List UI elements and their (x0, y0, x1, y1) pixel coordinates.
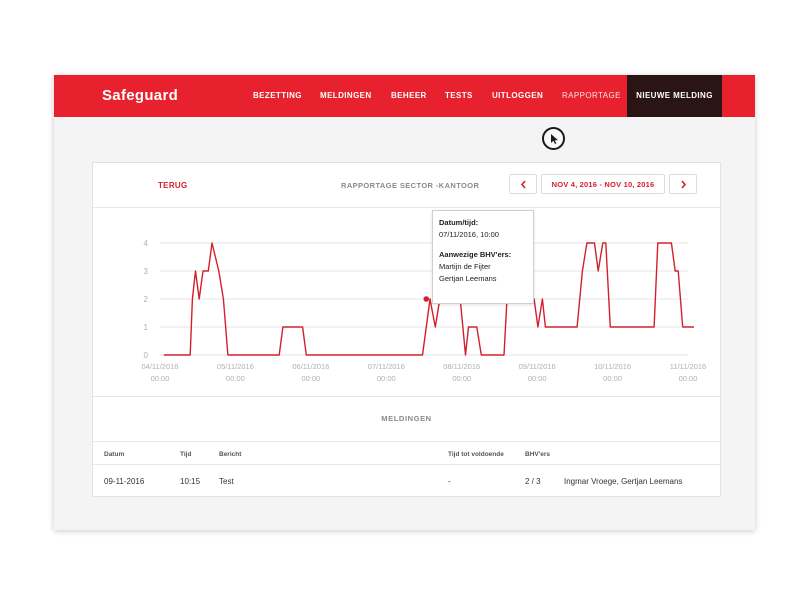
x-tick-time-label: 00:00 (528, 374, 547, 383)
x-tick-time-label: 00:00 (603, 374, 622, 383)
tooltip-date-value: 07/11/2016, 10:00 (439, 230, 499, 239)
x-tick-time-label: 00:00 (452, 374, 471, 383)
date-range-picker[interactable]: NOV 4, 2016 - NOV 10, 2016 (541, 174, 665, 194)
col-bhvers[interactable]: BHV'ers (525, 451, 551, 458)
back-link[interactable]: TERUG (158, 181, 188, 190)
x-tick-label: 07/11/2016 (368, 362, 405, 371)
cell-bericht: Test (219, 477, 234, 486)
col-bericht[interactable]: Bericht (219, 451, 242, 458)
chart-tooltip: Datum/tijd: 07/11/2016, 10:00 Aanwezige … (432, 210, 534, 304)
chevron-left-icon (520, 180, 526, 189)
nav-beheer[interactable]: BEHEER (391, 91, 427, 100)
tooltip-person: Gertjan Leemans (439, 274, 497, 283)
x-tick-time-label: 00:00 (679, 374, 698, 383)
nav-tests[interactable]: TESTS (445, 91, 473, 100)
occupancy-chart-area: 0 1 2 3 4 04/11/2016 00:00 05/11/2016 00:00 06/11… (93, 208, 720, 397)
series-line (163, 242, 694, 356)
occupancy-chart: 0 1 2 3 4 04/11/2016 00:00 05/11/2016 00:00 06/11… (142, 239, 707, 383)
report-header: TERUG RAPPORTAGE SECTOR -KANTOOR NOV 4, … (93, 163, 720, 208)
meldingen-title: MELDINGEN (93, 397, 720, 442)
report-panel: TERUG RAPPORTAGE SECTOR -KANTOOR NOV 4, … (92, 162, 721, 497)
col-tijd-tot-voldoende[interactable]: Tijd tot voldoende (448, 451, 504, 458)
tooltip-date-label: Datum/tijd: (439, 218, 479, 227)
x-tick-time-label: 00:00 (226, 374, 245, 383)
x-tick-label: 04/11/2016 (142, 362, 179, 371)
table-divider (93, 464, 720, 465)
nav-bezetting[interactable]: BEZETTING (253, 91, 302, 100)
app-logo[interactable]: Safeguard (102, 87, 179, 104)
nieuwe-melding-button[interactable]: NIEUWE MELDING (627, 75, 722, 117)
x-tick-label: 11/11/2016 (670, 362, 706, 371)
x-tick-label: 06/11/2016 (292, 362, 329, 371)
x-tick-time-label: 00:00 (377, 374, 396, 383)
x-tick-label: 05/11/2016 (217, 362, 254, 371)
next-period-button[interactable] (669, 174, 697, 194)
app-window: Safeguard BEZETTING MELDINGEN BEHEER TES… (54, 75, 755, 530)
x-tick-label: 08/11/2016 (443, 362, 480, 371)
x-tick-label: 10/11/2016 (594, 362, 631, 371)
cell-bhv-names: Ingmar Vroege, Gertjan Leemans (564, 477, 683, 486)
y-tick-label: 4 (144, 239, 149, 248)
highlight-point (423, 296, 430, 302)
nav-uitloggen[interactable]: UITLOGGEN (492, 91, 544, 100)
cursor-highlight (542, 127, 565, 150)
cell-tijd: 10:15 (180, 477, 201, 486)
tooltip-person: Martijn de Fijter (439, 262, 491, 271)
chevron-right-icon (681, 180, 687, 189)
x-tick-time-label: 00:00 (301, 374, 320, 383)
y-tick-label: 2 (144, 295, 149, 304)
y-tick-label: 1 (144, 323, 149, 332)
prev-period-button[interactable] (509, 174, 537, 194)
x-tick-time-label: 00:00 (151, 374, 170, 383)
report-title: RAPPORTAGE SECTOR -KANTOOR (341, 181, 480, 190)
y-tick-label: 3 (144, 267, 149, 276)
top-navbar: Safeguard BEZETTING MELDINGEN BEHEER TES… (54, 75, 755, 117)
x-tick-label: 09/11/2016 (519, 362, 556, 371)
y-tick-label: 0 (144, 351, 149, 360)
cell-datum: 09-11-2016 (104, 477, 145, 486)
nav-rapportage[interactable]: RAPPORTAGE (562, 91, 621, 100)
col-tijd[interactable]: Tijd (180, 451, 192, 458)
tooltip-people-label: Aanwezige BHV'ers: (439, 250, 512, 259)
cell-tijd-tot: - (448, 477, 451, 486)
cell-bhv-count: 2 / 3 (525, 477, 541, 486)
col-datum[interactable]: Datum (104, 451, 125, 458)
mouse-pointer-icon (551, 134, 558, 144)
nav-meldingen[interactable]: MELDINGEN (320, 91, 372, 100)
